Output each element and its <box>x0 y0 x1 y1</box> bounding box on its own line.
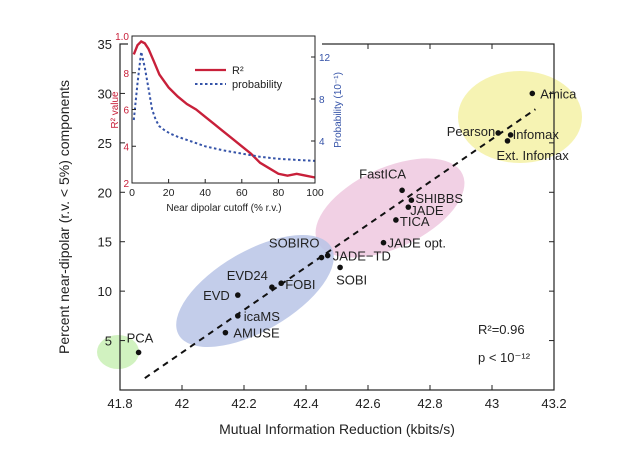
point-pearson <box>495 130 502 136</box>
inset-x-axis-label: Near dipolar cutoff (% r.v.) <box>166 203 281 214</box>
point-evd <box>235 292 241 298</box>
x-tick-label: 42 <box>175 396 189 411</box>
point-label-amica: Amica <box>540 86 577 101</box>
point-amuse <box>222 329 229 336</box>
inset-y-tick-label: 8 <box>123 69 129 80</box>
y-tick-label: 10 <box>98 284 112 299</box>
point-label-ext-infomax: Ext. Infomax <box>497 148 570 163</box>
point-jade-td <box>324 252 331 259</box>
x-tick-label: 42.2 <box>231 396 256 411</box>
y-tick-label: 35 <box>98 37 112 52</box>
point-label-evd24: EVD24 <box>227 268 268 283</box>
inset-series-probability <box>132 51 316 162</box>
point-label-tica: TICA <box>400 214 430 229</box>
inset-y-tick-label: 2 <box>123 179 129 190</box>
legend-label-probability: probability <box>232 79 283 91</box>
inset-y2-tick-label: 4 <box>319 137 325 148</box>
point-label-infomax: Infomax <box>513 127 560 142</box>
inset-y2-tick-label: 12 <box>319 53 331 64</box>
point-fobi <box>278 280 285 287</box>
scatter-points: PCA AMUSE icaMS EVD EVD24 FOBI SOBIRO JADE−TD SO… <box>127 86 577 356</box>
inset-y2-tick-label: 8 <box>319 95 325 106</box>
point-label-icams: icaMS <box>244 309 280 324</box>
inset-x-tick-label: 60 <box>236 187 248 199</box>
p-value-annotation: p < 10⁻¹² <box>478 350 531 365</box>
cluster-ellipse-4 <box>97 335 139 369</box>
inset-frame <box>131 35 316 184</box>
point-label-sobi: SOBI <box>336 272 367 287</box>
inset-y-tick-label: 1.0 <box>115 32 129 43</box>
inset-x-tick-label: 80 <box>273 187 285 199</box>
point-label-fobi: FOBI <box>285 277 315 292</box>
inset-background <box>128 36 322 185</box>
fit-line <box>144 108 536 379</box>
point-label-fastica: FastICA <box>359 166 406 181</box>
x-tick-label: 42.8 <box>417 396 442 411</box>
main-plot-frame <box>119 43 555 391</box>
inset-x-tick-label: 100 <box>306 187 324 199</box>
point-label-shibbs: SHIBBS <box>415 191 463 206</box>
point-jade-opt <box>380 239 387 246</box>
y-tick-label: 30 <box>98 86 112 101</box>
cluster-ellipse-3 <box>176 235 334 347</box>
point-ext-infomax <box>504 138 511 144</box>
legend-label-r2: R² <box>232 65 244 77</box>
inset-y-axis-label: R² value <box>110 91 121 129</box>
inset-legend: R² probability <box>195 65 283 91</box>
y-tick-label: 15 <box>98 235 112 250</box>
inset-y-tick-label: 6 <box>123 106 129 117</box>
point-infomax <box>507 132 514 138</box>
x-tick-label: 43 <box>485 396 499 411</box>
point-label-sobiro: SOBIRO <box>269 236 320 251</box>
x-axis-label: Mutual Information Reduction (kbits/s) <box>219 421 455 437</box>
point-icams <box>235 313 241 319</box>
x-tick-label: 42.4 <box>293 396 318 411</box>
point-label-jade-opt: JADE opt. <box>388 236 447 251</box>
point-sobi <box>337 264 343 271</box>
inset-series-r2 <box>132 40 316 179</box>
point-amica <box>529 90 536 97</box>
inset-x-tick-label: 0 <box>129 187 135 199</box>
r-squared-annotation: R²=0.96 <box>478 322 525 337</box>
point-label-pearson: Pearson <box>447 124 495 139</box>
inset-y2-axis-label: Probability (10⁻¹) <box>333 72 344 148</box>
point-sobiro <box>318 254 325 261</box>
point-evd24 <box>269 284 275 290</box>
point-label-jade-td: JADE−TD <box>333 249 391 264</box>
y-tick-label: 25 <box>98 136 112 151</box>
point-label-jade: JADE <box>410 203 444 218</box>
point-shibbs <box>408 197 415 203</box>
point-label-evd: EVD <box>203 288 230 303</box>
point-label-amuse: AMUSE <box>233 326 280 341</box>
regression-fit-line <box>144 108 536 379</box>
inset-x-tick-label: 20 <box>163 187 175 199</box>
y-axis-label: Percent near-dipolar (r.v. < 5%) compone… <box>56 80 72 354</box>
point-pca <box>135 349 142 356</box>
point-label-pca: PCA <box>127 330 154 345</box>
inset-x-tick-label: 40 <box>199 187 211 199</box>
x-tick-label: 41.8 <box>107 396 132 411</box>
y-tick-label: 20 <box>98 185 112 200</box>
x-tick-label: 42.6 <box>355 396 380 411</box>
inset-y-tick-label: 4 <box>123 142 129 153</box>
point-jade <box>405 204 412 210</box>
y-tick-label: 5 <box>105 334 112 349</box>
x-tick-label: 43.2 <box>541 396 566 411</box>
main-axis-ticks: 41.8 42 42.2 42.4 42.6 42.8 43 43.2510152025303… <box>98 37 567 411</box>
point-fastica <box>399 187 405 194</box>
point-tica <box>393 217 399 223</box>
